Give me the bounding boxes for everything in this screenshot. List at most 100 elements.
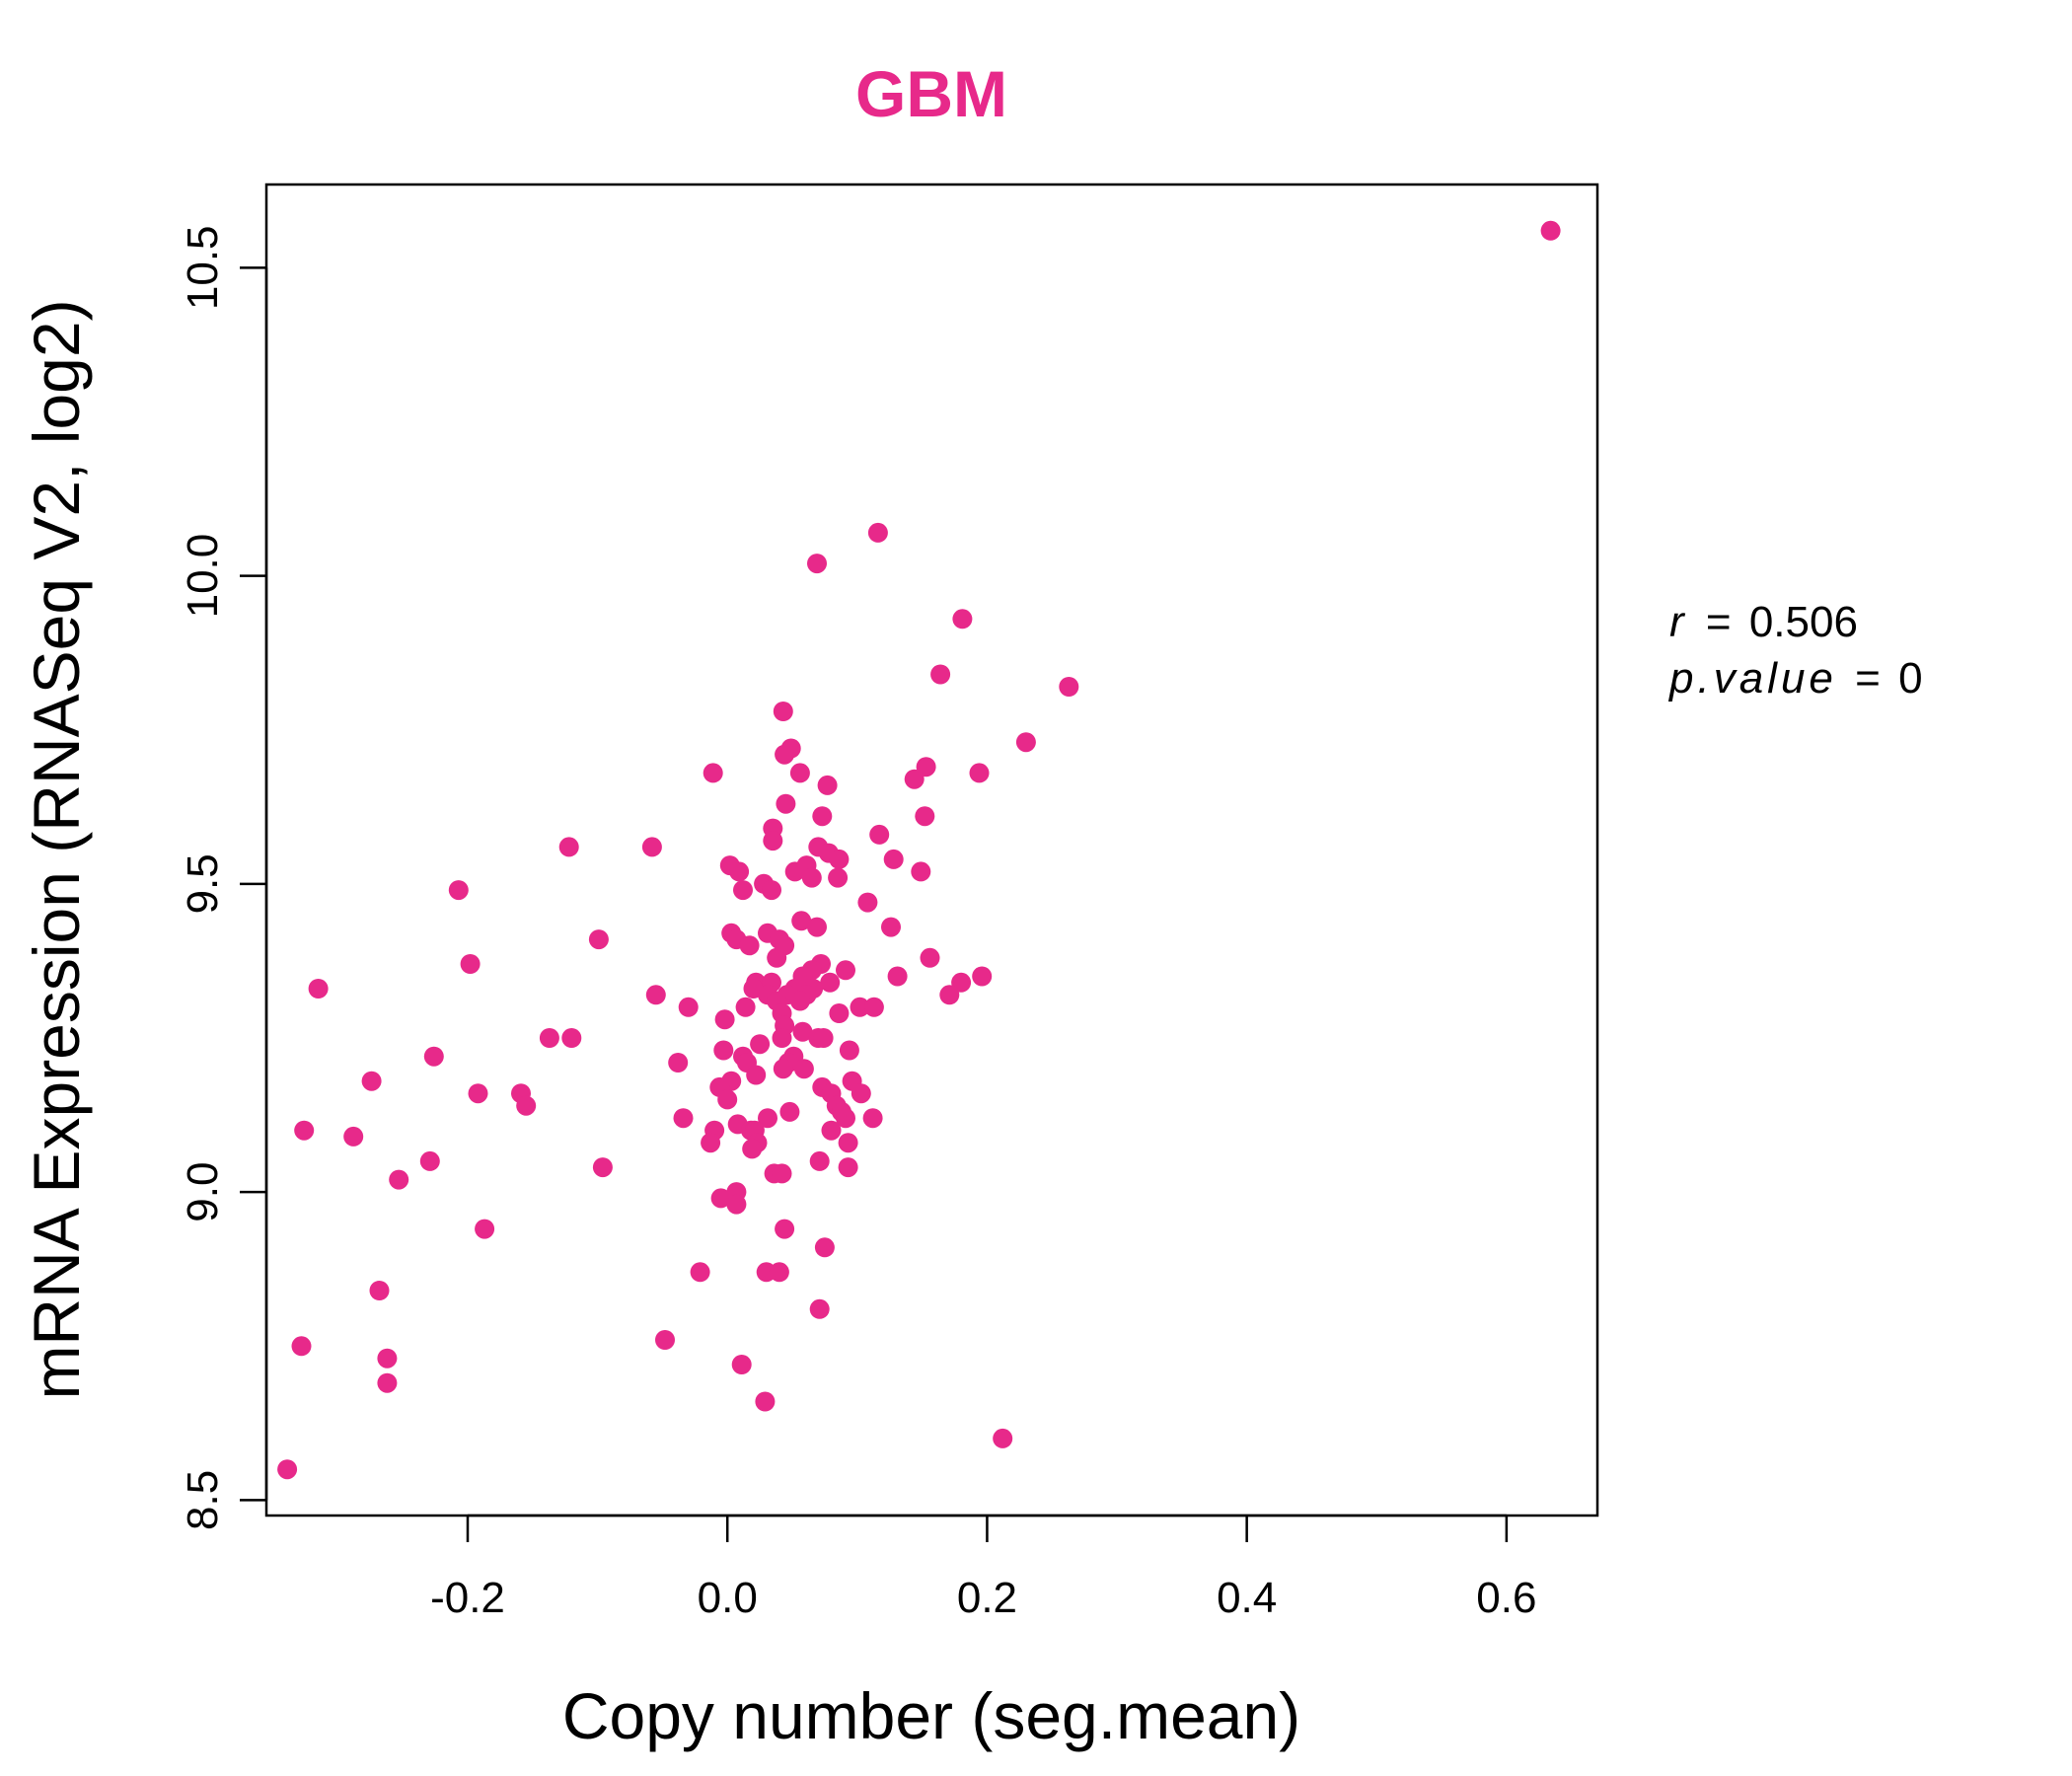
x-tick-label: 0.4	[1217, 1574, 1277, 1622]
data-point	[710, 1188, 731, 1209]
data-point	[423, 1046, 444, 1067]
data-point	[460, 954, 481, 974]
data-point	[755, 1391, 776, 1412]
data-point	[701, 1133, 721, 1153]
p-value: 0	[1898, 654, 1922, 703]
data-point	[776, 793, 796, 814]
data-point	[829, 1003, 850, 1023]
data-point	[735, 997, 756, 1017]
data-point	[867, 522, 888, 543]
data-point	[742, 1139, 763, 1159]
data-point	[821, 1120, 842, 1141]
data-point	[468, 1083, 488, 1104]
data-point	[641, 837, 662, 857]
data-point	[817, 775, 838, 795]
data-point	[838, 1157, 858, 1178]
y-tick-label: 8.5	[179, 1470, 227, 1530]
data-point	[813, 1028, 834, 1048]
data-point	[703, 763, 723, 783]
data-point	[791, 911, 812, 931]
data-point	[920, 947, 940, 968]
x-tick-label: -0.2	[430, 1574, 505, 1622]
data-point	[952, 609, 973, 629]
data-point	[839, 1040, 859, 1061]
data-point	[836, 1108, 855, 1129]
data-points	[277, 220, 1561, 1480]
data-point	[561, 1028, 582, 1048]
data-point	[713, 1040, 734, 1061]
data-point	[863, 997, 884, 1017]
data-point	[739, 935, 760, 956]
data-point	[851, 1083, 871, 1104]
x-axis: -0.2 0.0 0.2 0.4 0.6	[430, 1514, 1536, 1622]
data-point	[668, 1053, 689, 1073]
y-axis: 8.5 9.0 9.5 10.0 10.5	[179, 225, 268, 1530]
data-point	[758, 1108, 777, 1129]
data-point	[969, 763, 990, 783]
data-point	[801, 867, 822, 888]
data-point	[733, 880, 753, 901]
y-tick-label: 9.5	[179, 853, 227, 914]
svg-text:p.value = 0: p.value = 0	[1667, 654, 1923, 703]
y-axis-label: mRNA Expression (RNASeq V2, log2)	[20, 299, 93, 1399]
data-point	[915, 806, 935, 827]
y-tick-label: 9.0	[179, 1162, 227, 1222]
data-point	[377, 1348, 398, 1369]
data-point	[993, 1428, 1013, 1448]
data-point	[746, 1065, 767, 1085]
data-point	[539, 1028, 559, 1048]
data-point	[814, 1237, 835, 1258]
data-point	[883, 849, 904, 869]
plot-frame	[264, 183, 1599, 1517]
data-point	[972, 966, 993, 987]
data-point	[377, 1372, 398, 1393]
data-point	[731, 1355, 752, 1374]
data-point	[361, 1071, 382, 1091]
data-point	[807, 554, 827, 574]
data-point	[277, 1459, 298, 1480]
data-point	[829, 849, 850, 869]
x-tick-label: 0.2	[957, 1574, 1017, 1622]
data-point	[887, 966, 908, 987]
data-point	[762, 880, 781, 901]
y-tick-label: 10.5	[179, 225, 227, 310]
data-point	[838, 1133, 858, 1153]
correlation-stats: r = 0.506 p.value = 0	[1667, 598, 1923, 703]
data-point	[1540, 220, 1561, 241]
data-point	[807, 917, 827, 937]
data-point	[588, 929, 609, 950]
r-label: r	[1669, 598, 1686, 646]
data-point	[775, 1219, 795, 1239]
data-point	[828, 867, 849, 888]
data-point	[389, 1169, 409, 1190]
data-point	[678, 997, 699, 1017]
data-point	[1015, 732, 1036, 753]
data-point	[767, 947, 787, 968]
data-point	[558, 837, 579, 857]
data-point	[775, 744, 795, 765]
data-point	[475, 1219, 495, 1239]
data-point	[717, 1089, 738, 1110]
data-point	[857, 892, 878, 913]
data-point	[869, 824, 890, 845]
data-point	[930, 664, 951, 685]
r-value: 0.506	[1749, 598, 1858, 646]
data-point	[369, 1281, 390, 1300]
data-point	[773, 702, 793, 721]
data-point	[809, 1298, 830, 1319]
data-point	[308, 979, 329, 999]
data-point	[911, 861, 931, 882]
data-point	[773, 1059, 793, 1079]
data-point	[789, 763, 810, 783]
data-point	[448, 880, 469, 901]
data-point	[291, 1336, 312, 1357]
data-point	[1059, 677, 1079, 697]
data-point	[592, 1157, 613, 1178]
data-point	[850, 997, 870, 1017]
data-point	[820, 972, 841, 993]
data-point	[951, 972, 972, 993]
data-point	[655, 1330, 675, 1350]
data-point	[904, 769, 925, 789]
data-point	[729, 861, 750, 882]
